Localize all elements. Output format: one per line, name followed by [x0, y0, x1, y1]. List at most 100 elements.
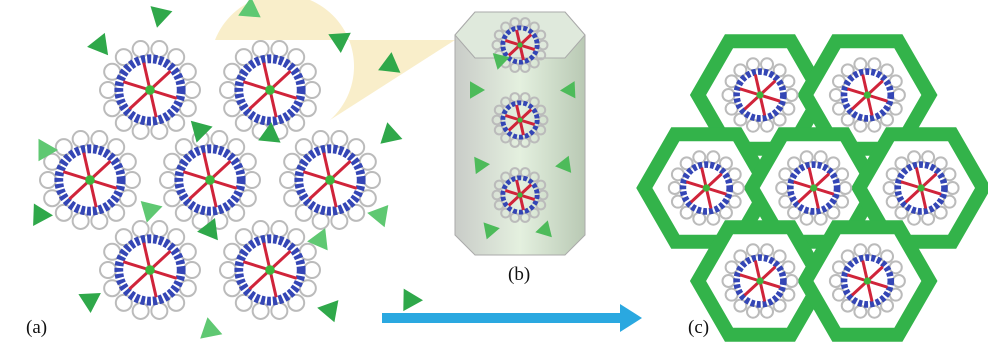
ligand-ring: [718, 156, 733, 171]
ligand-ring: [54, 203, 73, 222]
ligand-ring: [706, 211, 721, 226]
core-atom: [756, 277, 764, 285]
ligand-ring: [880, 249, 895, 264]
ligand-ring: [529, 171, 540, 183]
ligand-ring: [159, 171, 177, 189]
green-tetrahedron: [150, 6, 173, 28]
ligand-ring: [867, 118, 882, 133]
ligand-ring: [529, 132, 540, 144]
ligand-ring: [760, 304, 775, 319]
cage: [786, 161, 841, 215]
core-atom: [85, 175, 95, 185]
ligand-ring: [150, 40, 169, 59]
ligand-ring: [167, 48, 186, 67]
ligand-ring: [826, 205, 841, 220]
cage: [234, 234, 306, 306]
ligand-ring: [733, 298, 748, 313]
ligand-ring: [894, 156, 909, 171]
ligand-ring: [840, 249, 855, 264]
ligand-ring: [279, 171, 297, 189]
ligand-ring: [500, 132, 511, 144]
green-tetrahedron: [380, 122, 403, 144]
green-tetrahedron: [238, 0, 261, 18]
ligand-ring: [183, 81, 201, 99]
ligand-ring: [234, 113, 253, 132]
ligand-ring: [150, 220, 169, 239]
ligand-ring: [219, 81, 237, 99]
ligand-ring: [840, 112, 855, 127]
green-tetrahedron: [483, 222, 500, 240]
cage: [54, 144, 126, 216]
core-atom: [517, 117, 523, 123]
ligand-ring: [167, 293, 186, 312]
ligand-ring: [760, 118, 775, 133]
molecular-cluster: [828, 243, 906, 319]
green-tetrahedron: [492, 53, 510, 70]
ligand-ring: [114, 48, 133, 67]
molecular-cluster: [99, 40, 201, 140]
molecular-cluster: [159, 130, 261, 230]
ligand-ring: [840, 63, 855, 78]
panel-c: [636, 34, 988, 342]
ligand-ring: [500, 171, 511, 183]
panel-label: (b): [508, 264, 530, 285]
molecular-cluster: [99, 220, 201, 320]
ligand-ring: [298, 242, 317, 261]
ligand-ring: [358, 189, 377, 208]
cage: [500, 25, 540, 65]
green-tetrahedron: [87, 32, 109, 56]
ligand-ring: [107, 138, 126, 157]
cage: [234, 54, 306, 126]
ligand-ring: [39, 171, 57, 189]
molecular-cluster: [721, 57, 799, 133]
ligand-ring: [867, 304, 882, 319]
molecular-cluster: [882, 150, 960, 226]
ligand-ring: [270, 220, 289, 239]
green-tetrahedron: [470, 81, 485, 99]
ligand-ring: [772, 112, 787, 127]
cage: [679, 161, 734, 215]
green-tetrahedron: [78, 293, 101, 313]
cage: [114, 234, 186, 306]
ligand-ring: [234, 293, 253, 312]
core-atom: [863, 91, 871, 99]
ligand-ring: [347, 138, 366, 157]
ligand-ring: [238, 152, 257, 171]
ligand-ring: [71, 130, 90, 149]
green-tetrahedron: [535, 220, 552, 238]
ligand-ring: [500, 21, 511, 33]
ligand-ring: [287, 293, 306, 312]
panel-label: (c): [688, 317, 709, 338]
green-tetrahedron: [403, 288, 423, 312]
ligand-ring: [347, 203, 366, 222]
ligand-ring: [131, 301, 150, 320]
ligand-ring: [679, 156, 694, 171]
ligand-ring: [826, 156, 841, 171]
ligand-ring: [238, 189, 257, 208]
ligand-ring: [234, 228, 253, 247]
molecular-cluster: [219, 220, 321, 320]
highlight-bubble: [215, 0, 455, 120]
ligand-ring: [303, 261, 321, 279]
ligand-ring: [131, 220, 150, 239]
cage: [733, 254, 787, 308]
ligand-ring: [251, 40, 270, 59]
ligand-ring: [880, 298, 895, 313]
cylinder-top: [454, 11, 586, 59]
green-tetrahedron: [367, 205, 389, 228]
ligand-ring: [167, 228, 186, 247]
ligand-ring: [363, 171, 381, 189]
ligand-ring: [243, 171, 261, 189]
ligand-ring: [787, 156, 802, 171]
core-atom: [145, 265, 155, 275]
arrow-head: [620, 304, 642, 332]
ligand-ring: [933, 156, 948, 171]
core-atom: [702, 184, 710, 192]
ligand-ring: [114, 293, 133, 312]
ligand-ring: [933, 205, 948, 220]
ligand-ring: [311, 130, 330, 149]
molecular-cluster: [491, 92, 549, 148]
ligand-ring: [772, 298, 787, 313]
green-tetrahedron: [190, 120, 213, 143]
green-tetrahedron: [317, 300, 339, 323]
